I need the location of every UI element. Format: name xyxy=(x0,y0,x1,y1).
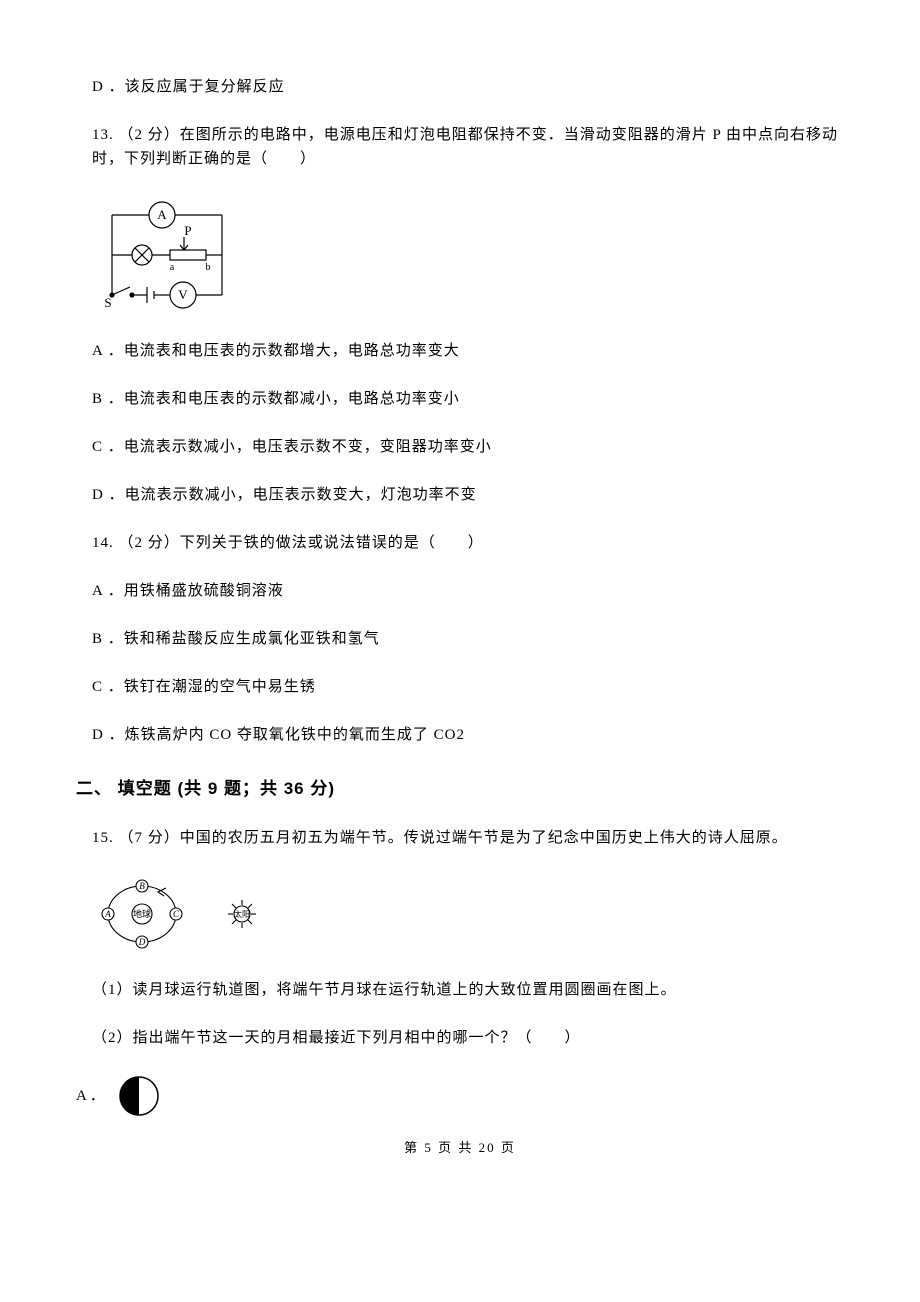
q13-stem: 13. （2 分）在图所示的电路中，电源电压和灯泡电阻都保持不变．当滑动变阻器的… xyxy=(92,123,844,171)
q15-sub1: （1）读月球运行轨道图，将端午节月球在运行轨道上的大致位置用圆圈画在图上。 xyxy=(92,978,844,1002)
earth-label: 地球 xyxy=(133,908,151,919)
q15-moon-option-a: A ． xyxy=(76,1074,844,1118)
q14-option-a: A ．用铁桶盛放硫酸铜溶液 xyxy=(92,579,844,603)
rheostat-b-label: b xyxy=(206,262,211,273)
q15-orbit-figure: 地球 A B C D 太阳 xyxy=(92,874,844,954)
q14-option-d: D ．炼铁高炉内 CO 夺取氧化铁中的氧而生成了 CO2 xyxy=(92,723,844,747)
q13-option-b: B ．电流表和电压表的示数都减小，电路总功率变小 xyxy=(92,387,844,411)
rheostat-a-label: a xyxy=(170,262,175,273)
q13-circuit-figure: A V P a b S xyxy=(92,195,844,315)
q12-option-d: D ．该反应属于复分解反应 xyxy=(92,75,844,99)
circuit-svg: A V P a b S xyxy=(92,195,242,315)
q13-option-d: D ．电流表示数减小，电压表示数变大，灯泡功率不变 xyxy=(92,483,844,507)
orbit-pos-c: C xyxy=(173,909,180,919)
voltmeter-label: V xyxy=(178,287,188,302)
page: D ．该反应属于复分解反应 13. （2 分）在图所示的电路中，电源电压和灯泡电… xyxy=(0,0,920,1199)
section-2-title: 二、 填空题 (共 9 题；共 36 分) xyxy=(76,775,844,802)
q15-stem: 15. （7 分）中国的农历五月初五为端午节。传说过端午节是为了纪念中国历史上伟… xyxy=(92,826,844,850)
switch-s-label: S xyxy=(104,295,111,310)
q14-option-b: B ．铁和稀盐酸反应生成氯化亚铁和氢气 xyxy=(92,627,844,651)
orbit-pos-a: A xyxy=(104,909,111,919)
q14-stem: 14. （2 分）下列关于铁的做法或说法错误的是（ ） xyxy=(92,531,844,555)
orbit-pos-d: D xyxy=(138,937,146,947)
q14-option-c: C ．铁钉在潮湿的空气中易生锈 xyxy=(92,675,844,699)
moon-phase-icon xyxy=(117,1074,161,1118)
orbit-svg: 地球 A B C D 太阳 xyxy=(92,874,292,954)
q13-option-c: C ．电流表示数减小，电压表示数不变，变阻器功率变小 xyxy=(92,435,844,459)
q15-moon-a-label: A ． xyxy=(76,1084,105,1108)
ammeter-label: A xyxy=(157,207,167,222)
orbit-pos-b: B xyxy=(139,881,145,891)
q13-option-a: A ．电流表和电压表的示数都增大，电路总功率变大 xyxy=(92,339,844,363)
sun-label: 太阳 xyxy=(234,909,250,919)
page-footer: 第 5 页 共 20 页 xyxy=(76,1138,844,1159)
q15-sub2: （2）指出端午节这一天的月相最接近下列月相中的哪一个？（ ） xyxy=(92,1026,844,1050)
slider-p-label: P xyxy=(184,223,191,238)
